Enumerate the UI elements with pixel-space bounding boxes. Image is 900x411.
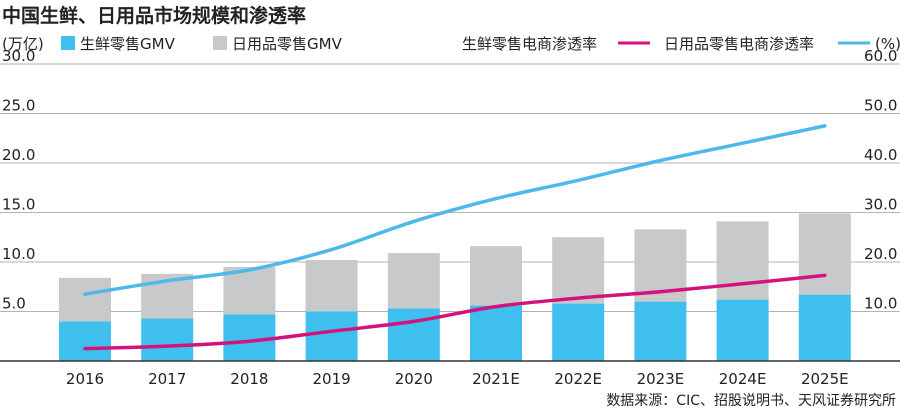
x-tick-label: 2017: [148, 370, 186, 388]
left-axis-unit: (万亿): [2, 35, 44, 53]
bar-fresh-gmv: [470, 305, 522, 361]
x-tick-label: 2020: [395, 370, 433, 388]
bar-fresh-gmv: [798, 294, 851, 361]
y-right-tick-label: 40.0: [864, 146, 897, 164]
x-tick-label: 2021E: [472, 370, 520, 388]
x-tick-label: 2022E: [554, 370, 602, 388]
bar-daily-gmv: [59, 277, 111, 322]
y-left-tick-label: 20.0: [2, 146, 35, 164]
lines: [83, 124, 827, 351]
y-left-tick-label: 25.0: [2, 97, 35, 115]
bar-daily-gmv: [716, 221, 769, 300]
line-daily-penetration: [83, 124, 827, 296]
x-tick-label: 2016: [66, 370, 104, 388]
legend-label-daily-gmv: 日用品零售GMV: [232, 35, 343, 53]
x-tick-label: 2019: [313, 370, 351, 388]
y-right-tick-label: 60.0: [864, 47, 897, 65]
x-tick-label: 2018: [230, 370, 268, 388]
y-right-tick-label: 10.0: [864, 295, 897, 313]
right-axis-unit: (%): [875, 35, 900, 53]
bar-fresh-gmv: [305, 311, 358, 361]
y-right-tick-label: 50.0: [864, 97, 897, 115]
y-right-tick-label: 30.0: [864, 196, 897, 214]
bar-fresh-gmv: [716, 299, 769, 361]
y-left-tick-label: 10.0: [2, 245, 35, 263]
legend-label-daily-rate: 日用品零售电商渗透率: [664, 35, 814, 53]
line-fresh-penetration: [83, 273, 827, 351]
x-tick-label: 2024E: [719, 370, 767, 388]
data-source: 数据来源：CIC、招股说明书、天风证券研究所: [606, 393, 896, 409]
bar-fresh-gmv: [59, 321, 111, 361]
bar-daily-gmv: [798, 213, 851, 295]
bar-daily-gmv: [223, 266, 276, 315]
y-left-tick-label: 30.0: [2, 47, 35, 65]
legend-label-fresh-gmv: 生鲜零售GMV: [80, 35, 176, 53]
bar-fresh-gmv: [141, 318, 194, 361]
chart-title: 中国生鲜、日用品市场规模和渗透率: [2, 4, 306, 27]
bar-fresh-gmv: [552, 303, 605, 361]
x-tick-label: 2023E: [637, 370, 685, 388]
bar-fresh-gmv: [387, 308, 440, 361]
y-left-tick-label: 5.0: [2, 295, 26, 313]
ticks: 5.0 10.0 15.0 20.0 25.0 30.0 10.0 20.0 30.0 40.0 5…: [2, 47, 897, 388]
bar-fresh-gmv: [634, 301, 687, 361]
y-left-tick-label: 15.0: [2, 196, 35, 214]
y-right-tick-label: 20.0: [864, 245, 897, 263]
bars: [59, 213, 851, 361]
bar-daily-gmv: [305, 260, 358, 312]
legend-swatch-fresh-gmv: [61, 36, 75, 50]
x-tick-label: 2025E: [801, 370, 849, 388]
bar-daily-gmv: [470, 246, 522, 306]
legend-label-fresh-rate: 生鲜零售电商渗透率: [462, 35, 597, 53]
bar-daily-gmv: [387, 253, 440, 309]
bar-daily-gmv: [552, 237, 605, 304]
legend-swatch-daily-gmv: [213, 36, 227, 50]
